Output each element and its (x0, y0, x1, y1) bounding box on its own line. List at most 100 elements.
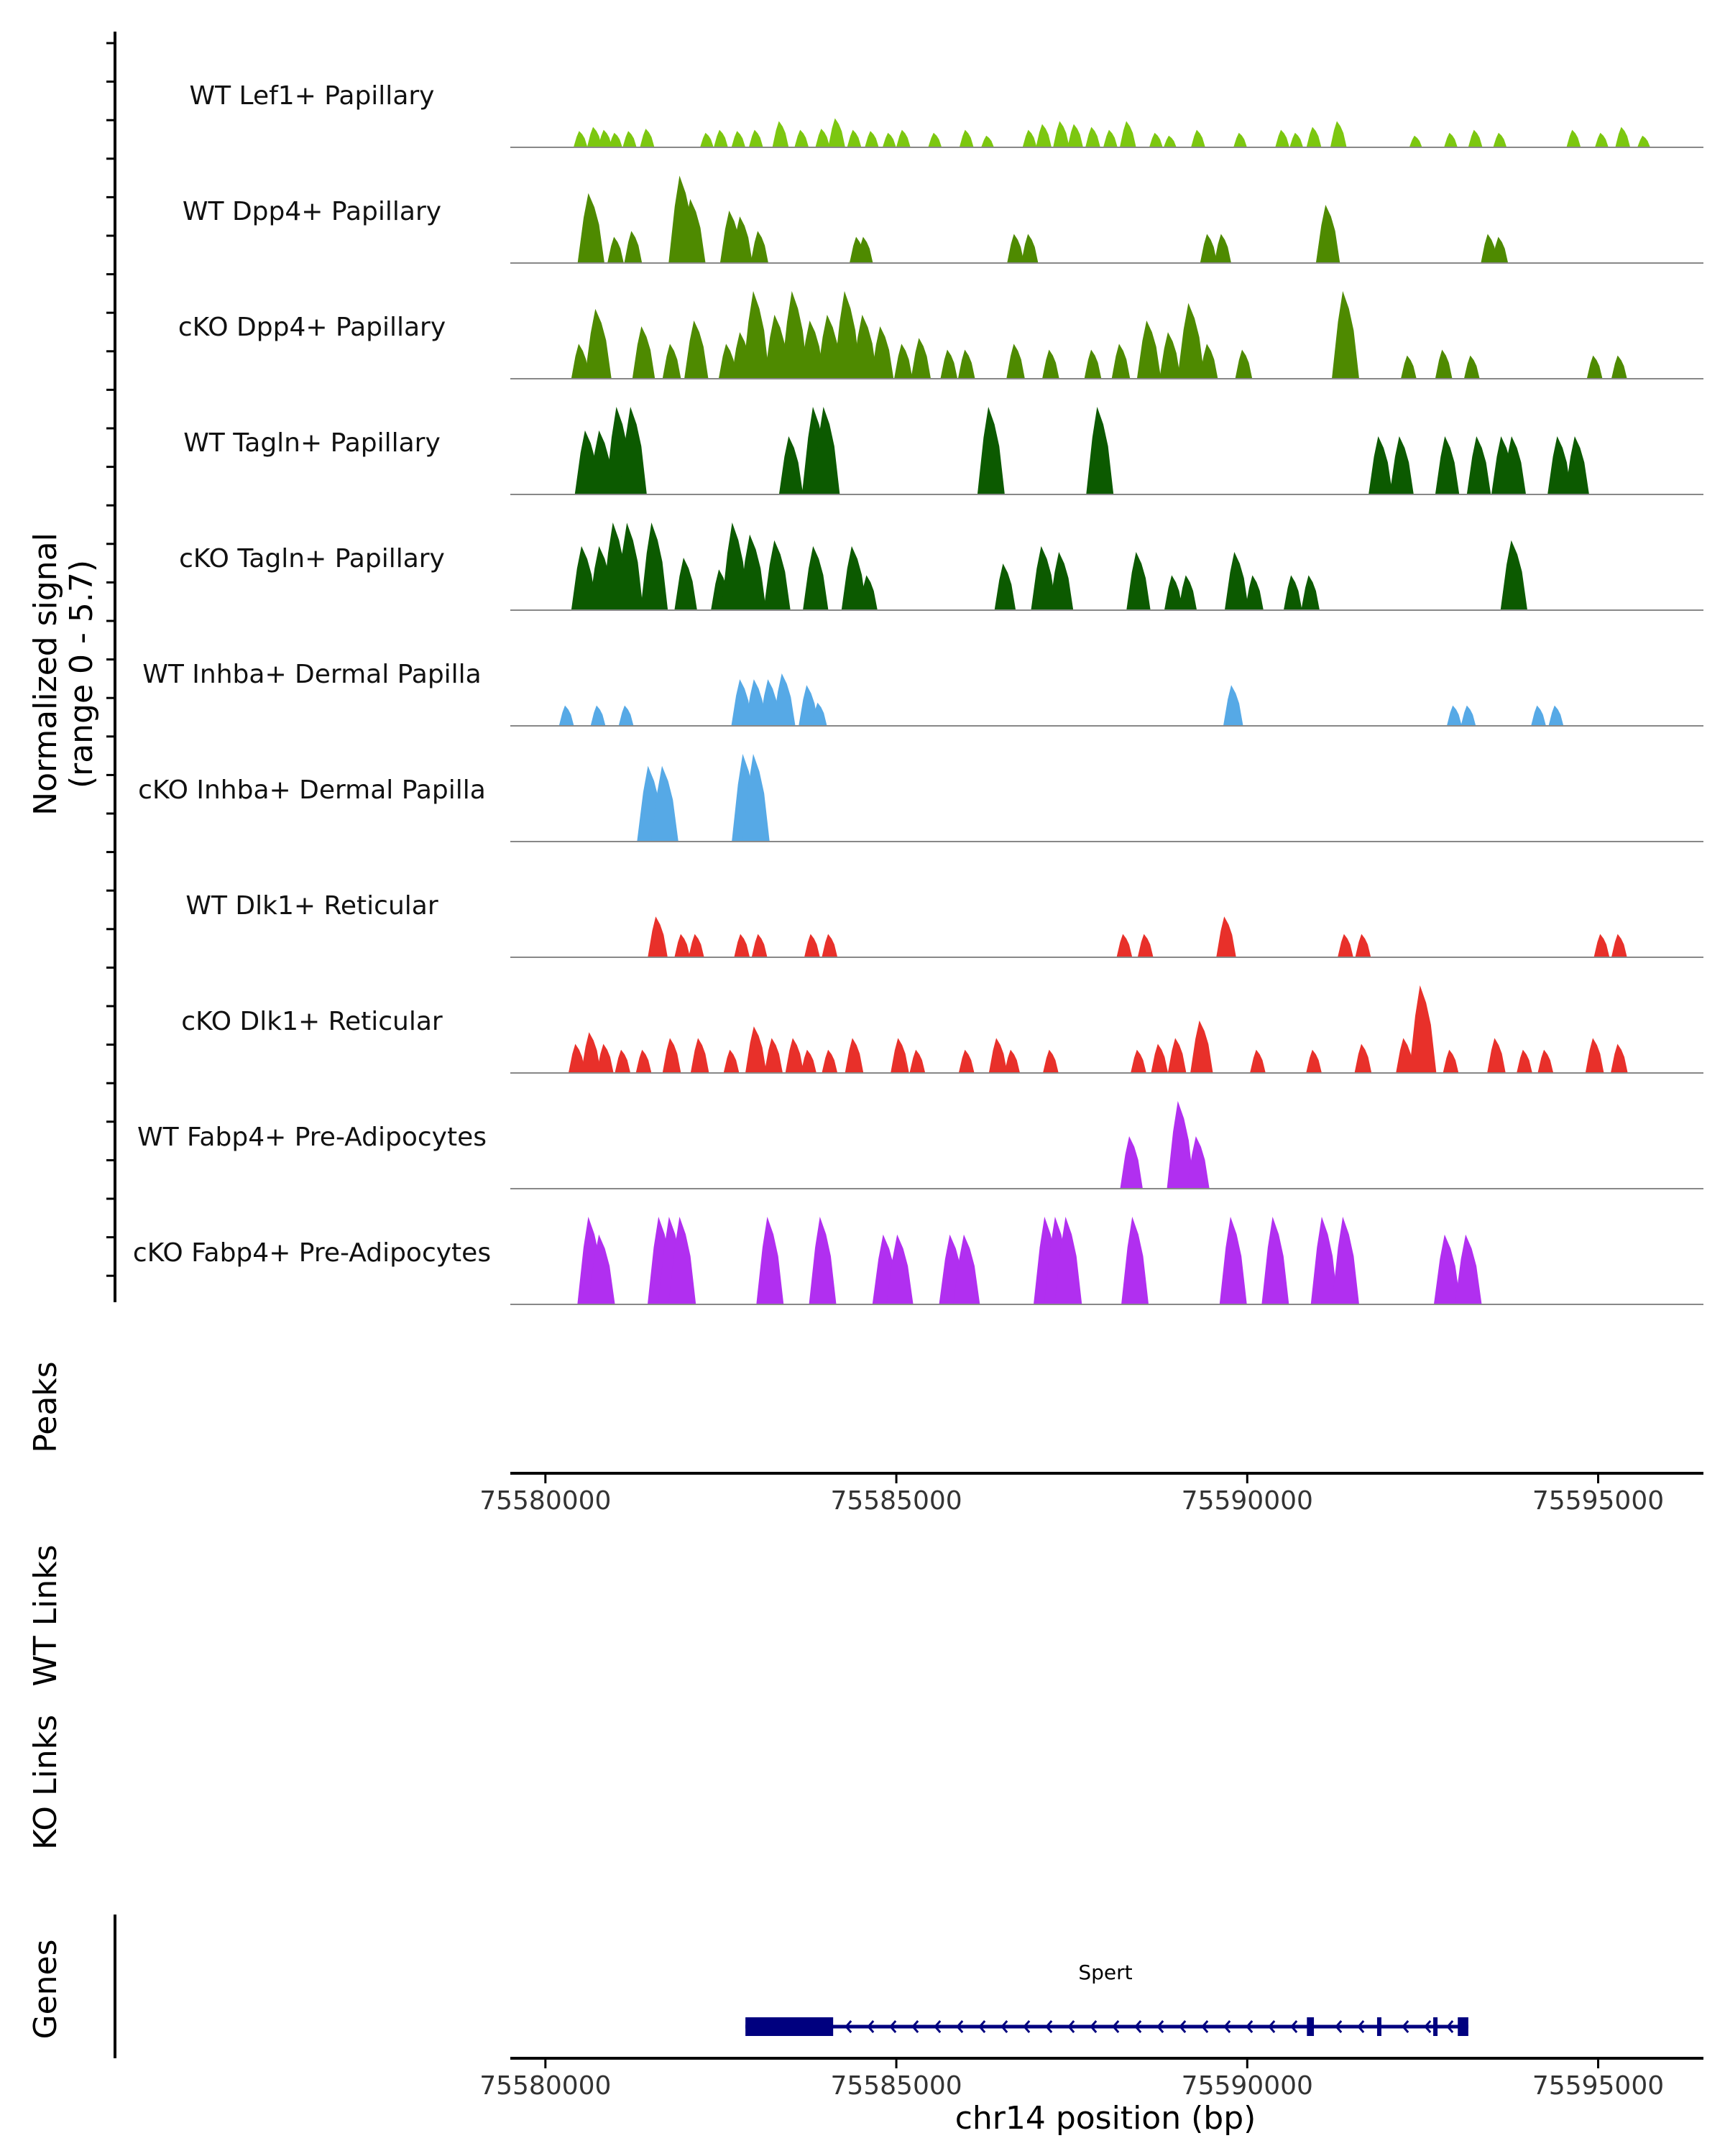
gene-exon-1 (745, 2017, 834, 2036)
track-1-peak-24 (1053, 121, 1070, 147)
gene-exon-2 (1307, 2017, 1315, 2036)
x-tick-label-1: 75580000 (479, 1486, 611, 1516)
track-11-peak-20 (1433, 1234, 1461, 1304)
strand-arrow-22 (1335, 2020, 1343, 2033)
track-11-peak-16 (1219, 1217, 1247, 1304)
track-3-peak-30 (1400, 355, 1417, 379)
track-1-peak-25 (1067, 124, 1083, 147)
track-3-peak-16 (893, 344, 913, 379)
x-tick-label-3: 75590000 (1182, 2071, 1313, 2101)
track-1-peak-8 (714, 129, 728, 147)
track-3-peak-6 (718, 344, 737, 379)
track-1-peak-31 (1191, 129, 1205, 147)
track-4-peak-9 (1086, 407, 1114, 494)
track-1-peak-3 (597, 129, 612, 147)
track-2-peak-2 (607, 236, 624, 263)
track-10-peak-1 (1120, 1136, 1143, 1189)
track-6-peak-12 (1460, 705, 1476, 726)
track-10-peak-3 (1187, 1136, 1210, 1189)
track-1-peak-43 (1615, 126, 1631, 147)
track-11-peak-21 (1455, 1234, 1482, 1304)
track-8-peak-7 (822, 934, 838, 957)
track-1-peak-10 (748, 129, 763, 147)
track-1-peak-36 (1330, 121, 1347, 147)
strand-arrow-1 (845, 2020, 852, 2033)
ko-links-label: KO Links (27, 1715, 64, 1850)
track-9-peak-30 (1443, 1049, 1459, 1073)
strand-arrow-8 (1000, 2020, 1008, 2033)
track-3-peak-18 (940, 349, 958, 379)
track-1-peak-16 (865, 131, 879, 147)
track-3-peak-25 (1159, 332, 1181, 379)
track-9-peak-22 (1151, 1044, 1169, 1073)
track-1-peak-26 (1085, 126, 1100, 147)
track-11-peak-5 (668, 1217, 696, 1304)
x-tick-label-4: 75595000 (1532, 2071, 1664, 2101)
coverage-ylabel-line2: (range 0 - 5.7) (63, 560, 100, 788)
track-2-peak-12 (1021, 234, 1039, 263)
track-6: WT Inhba+ Dermal Papilla (142, 660, 1703, 727)
strand-arrow-18 (1223, 2020, 1231, 2033)
wt-links-label: WT Links (27, 1544, 64, 1686)
track-3-peak-4 (662, 344, 681, 379)
track-1-peak-13 (815, 129, 830, 147)
track-1-peak-12 (794, 129, 809, 147)
track-3-peak-28 (1235, 349, 1253, 379)
track-2-peak-13 (1200, 234, 1218, 263)
track-2-peak-17 (1491, 236, 1509, 263)
strand-arrow-15 (1156, 2020, 1164, 2033)
track-5-peak-4 (616, 522, 643, 610)
x-tick-label-2: 75585000 (830, 2071, 962, 2101)
track-9-peak-9 (745, 1026, 767, 1073)
track-9-peak-4 (615, 1049, 631, 1073)
track-4: WT Tagln+ Papillary (183, 407, 1703, 495)
track-4-peak-17 (1565, 436, 1589, 494)
x-axis-title: chr14 position (bp) (955, 2100, 1256, 2137)
track-1-peak-34 (1289, 132, 1304, 147)
track-8-peak-12 (1355, 934, 1371, 957)
strand-arrow-3 (889, 2020, 897, 2033)
track-1-peak-9 (731, 131, 746, 147)
track-8-peak-9 (1137, 934, 1154, 957)
track-9-peak-27 (1354, 1044, 1372, 1073)
track-1-peak-20 (959, 129, 974, 147)
strand-arrow-6 (956, 2020, 964, 2033)
track-8-peak-5 (751, 934, 768, 957)
track-9-peak-17 (958, 1049, 975, 1073)
track-8-peak-4 (734, 934, 750, 957)
track-11-peak-9 (886, 1234, 914, 1304)
track-5-peak-10 (763, 540, 791, 610)
strand-arrow-7 (978, 2020, 986, 2033)
track-5-peak-12 (841, 545, 868, 610)
track-6-peak-8 (799, 685, 819, 726)
track-4-peak-12 (1435, 436, 1460, 494)
track-1-peak-37 (1409, 135, 1422, 147)
track-11-peak-7 (809, 1217, 837, 1304)
x-tick-label-3: 75590000 (1182, 1486, 1313, 1516)
track-1-peak-4 (609, 132, 622, 147)
track-3-peak-21 (1042, 349, 1059, 379)
track-label-2: WT Dpp4+ Papillary (183, 197, 441, 226)
strand-arrow-9 (1023, 2020, 1031, 2033)
track-9-peak-14 (845, 1038, 864, 1073)
track-5-peak-17 (1126, 551, 1151, 610)
track-4-peak-5 (778, 436, 804, 494)
track-3-peak-2 (584, 308, 612, 379)
track-5-peak-22 (1283, 575, 1302, 610)
track-9-peak-1 (568, 1044, 586, 1073)
track-9-peak-34 (1585, 1038, 1604, 1073)
track-5-peak-16 (1049, 551, 1074, 610)
track-9-peak-13 (822, 1049, 838, 1073)
track-8-peak-10 (1216, 916, 1236, 957)
track-8-peak-13 (1593, 934, 1610, 957)
track-3-peak-33 (1586, 355, 1603, 379)
track-9-peak-15 (891, 1038, 909, 1073)
track-9-peak-8 (723, 1049, 740, 1073)
track-4-peak-15 (1501, 436, 1527, 494)
track-9-peak-32 (1517, 1049, 1532, 1073)
track-5-peak-13 (859, 575, 878, 610)
track-9-peak-6 (662, 1038, 681, 1073)
track-6-peak-14 (1548, 705, 1564, 726)
track-4-peak-8 (977, 407, 1005, 494)
track-3-peak-20 (1006, 344, 1025, 379)
